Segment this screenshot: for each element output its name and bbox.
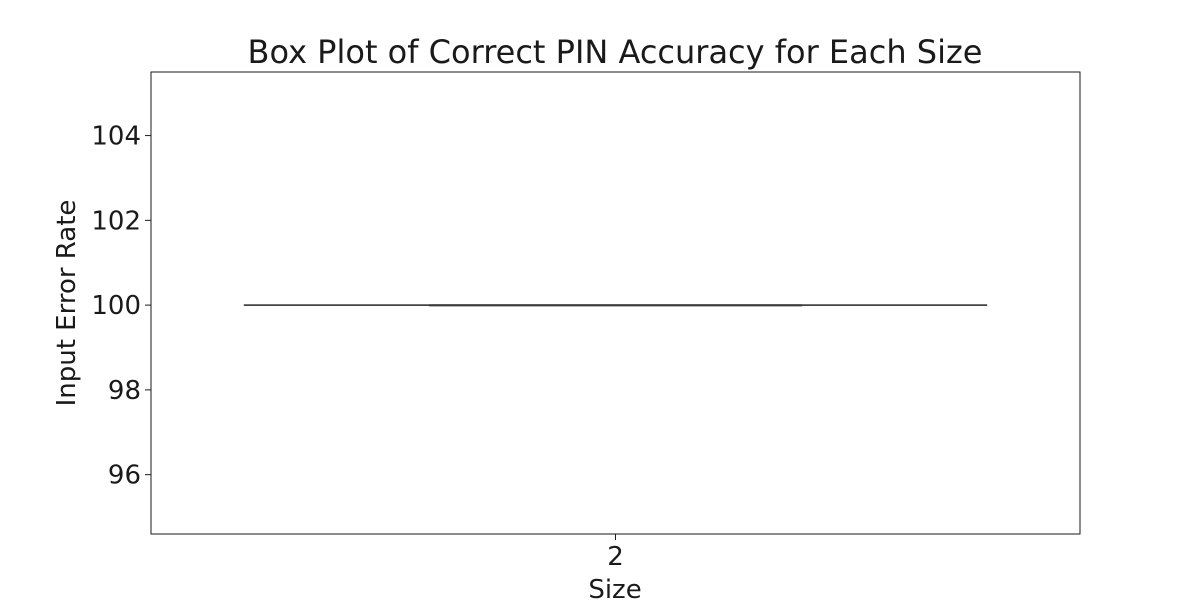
x-tick-label: 2: [607, 542, 624, 572]
y-tick-label: 98: [108, 376, 141, 406]
y-tick-label: 100: [91, 291, 141, 321]
x-axis-label: Size: [588, 575, 641, 600]
y-tick-label: 104: [91, 122, 141, 152]
plot-frame: [150, 71, 1081, 535]
chart-title: Box Plot of Correct PIN Accuracy for Eac…: [248, 33, 983, 71]
y-axis-label: Input Error Rate: [52, 200, 82, 407]
y-tick-label: 96: [108, 461, 141, 491]
plot-area: 96 98 100 102 104 2: [91, 71, 1081, 572]
y-tick-label: 102: [91, 206, 141, 236]
